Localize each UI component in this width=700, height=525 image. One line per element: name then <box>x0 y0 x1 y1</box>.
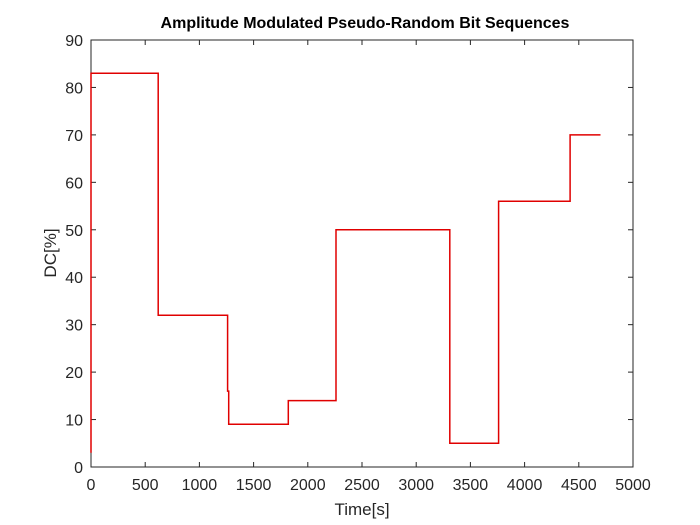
x-tick-label: 5000 <box>615 477 651 494</box>
y-tick-label: 70 <box>65 128 83 145</box>
y-tick-label: 60 <box>65 175 83 192</box>
x-tick-label: 2000 <box>290 477 326 494</box>
y-tick-label: 20 <box>65 365 83 382</box>
x-tick-label: 1500 <box>236 477 272 494</box>
x-axis-label: Time[s] <box>334 500 389 519</box>
y-axis-label: DC[%] <box>41 228 60 277</box>
x-tick-label: 1000 <box>182 477 218 494</box>
y-tick-label: 0 <box>74 460 83 477</box>
plot-area <box>90 39 634 468</box>
x-tick-label: 0 <box>87 477 96 494</box>
x-tick-labels: 0 500 1000 1500 2000 2500 3000 3500 4000 4500 5000 <box>87 477 651 494</box>
y-tick-label: 80 <box>65 80 83 97</box>
series-line <box>90 72 601 453</box>
y-tick-label: 10 <box>65 413 83 430</box>
x-tick-label: 3000 <box>398 477 434 494</box>
x-tick-label: 500 <box>132 477 159 494</box>
x-tick-label: 3500 <box>453 477 489 494</box>
chart-title: Amplitude Modulated Pseudo-Random Bit Se… <box>161 15 570 32</box>
axis-ticks <box>90 39 634 468</box>
x-tick-label: 2500 <box>344 477 380 494</box>
x-tick-label: 4500 <box>561 477 597 494</box>
y-tick-label: 90 <box>65 33 83 50</box>
y-tick-labels: 0 10 20 30 40 50 60 70 80 90 <box>65 33 83 477</box>
y-tick-label: 50 <box>65 223 83 240</box>
y-tick-label: 30 <box>65 318 83 335</box>
x-tick-label: 4000 <box>507 477 543 494</box>
y-tick-label: 40 <box>65 270 83 287</box>
